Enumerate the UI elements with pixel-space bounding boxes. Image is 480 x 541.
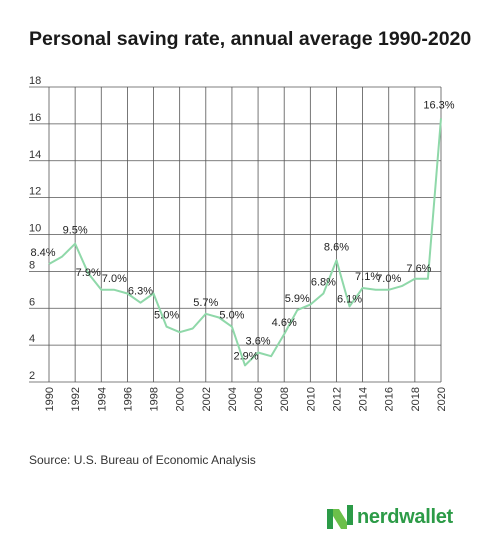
data-label-3: 7.0%: [102, 273, 127, 285]
x-axis-ticks: 1990 1992 1994 1996 1998 2000 2002 2004 2006 2008…: [44, 387, 448, 411]
nerdwallet-logo: nerdwallet: [327, 503, 453, 531]
x-tick-label-6: 2002: [201, 387, 213, 411]
data-label-4: 6.3%: [128, 286, 153, 298]
y-tick-label-6: 14: [29, 149, 41, 161]
x-tick-label-3: 1996: [122, 387, 134, 411]
data-label-18: 16.3%: [423, 99, 454, 111]
chart-title: Personal saving rate, annual average 199…: [29, 28, 472, 50]
data-label-12: 6.8%: [311, 277, 336, 289]
x-tick-label-11: 2012: [331, 387, 343, 411]
x-tick-label-12: 2014: [358, 387, 370, 411]
data-label-15: 7.1%: [355, 271, 380, 283]
x-tick-label-5: 2000: [175, 387, 187, 411]
x-tick-label-14: 2018: [410, 387, 422, 411]
x-tick-label-7: 2004: [227, 387, 239, 411]
x-tick-label-10: 2010: [305, 387, 317, 411]
data-label-13: 8.6%: [324, 241, 349, 253]
data-label-10: 4.6%: [272, 317, 297, 329]
data-label-9: 3.6%: [246, 336, 271, 348]
logo-wordmark: nerdwallet: [357, 505, 453, 528]
chart-data-labels: 8.4%9.5%7.9% 7.0%6.3%5.0%5.7%5.0%2.9%3.6%…: [30, 99, 454, 362]
data-label-2: 7.9%: [76, 267, 101, 279]
data-label-16: 7.0%: [376, 273, 401, 285]
y-tick-label-2: 6: [29, 296, 35, 308]
x-tick-label-9: 2008: [279, 387, 291, 411]
nerdwallet-n-icon: [327, 505, 353, 529]
y-tick-label-0: 2: [29, 370, 35, 382]
data-label-11: 5.9%: [285, 293, 310, 305]
x-tick-label-0: 1990: [44, 387, 56, 411]
data-label-17: 7.6%: [406, 263, 431, 275]
x-tick-label-2: 1994: [96, 387, 108, 411]
data-label-14: 6.1%: [337, 293, 362, 305]
x-tick-label-13: 2016: [384, 387, 396, 411]
x-tick-label-4: 1998: [149, 387, 161, 411]
data-label-5: 5.0%: [154, 310, 179, 322]
data-label-7: 5.0%: [219, 310, 244, 322]
line-chart: 2 4 6 8 10 12 14 16 18 1990 1992 1994 1996 1998 2000 2…: [29, 75, 455, 411]
y-tick-label-1: 4: [29, 333, 35, 345]
source-note: Source: U.S. Bureau of Economic Analysis: [29, 453, 256, 467]
y-tick-label-5: 12: [29, 186, 41, 198]
chart-grid: [29, 86, 442, 383]
y-tick-label-7: 16: [29, 112, 41, 124]
y-axis-ticks: 2 4 6 8 10 12 14 16 18: [29, 75, 41, 382]
x-tick-label-15: 2020: [436, 387, 448, 411]
data-label-1: 9.5%: [63, 225, 88, 237]
series-line: [48, 118, 442, 367]
data-label-0: 8.4%: [30, 247, 55, 259]
x-tick-label-1: 1992: [70, 387, 82, 411]
y-tick-label-8: 18: [29, 75, 41, 87]
data-label-8: 2.9%: [233, 350, 258, 362]
chart-series: [48, 118, 442, 367]
data-label-6: 5.7%: [193, 297, 218, 309]
x-tick-label-8: 2006: [253, 387, 265, 411]
y-tick-label-4: 10: [29, 223, 41, 235]
y-tick-label-3: 8: [29, 259, 35, 271]
